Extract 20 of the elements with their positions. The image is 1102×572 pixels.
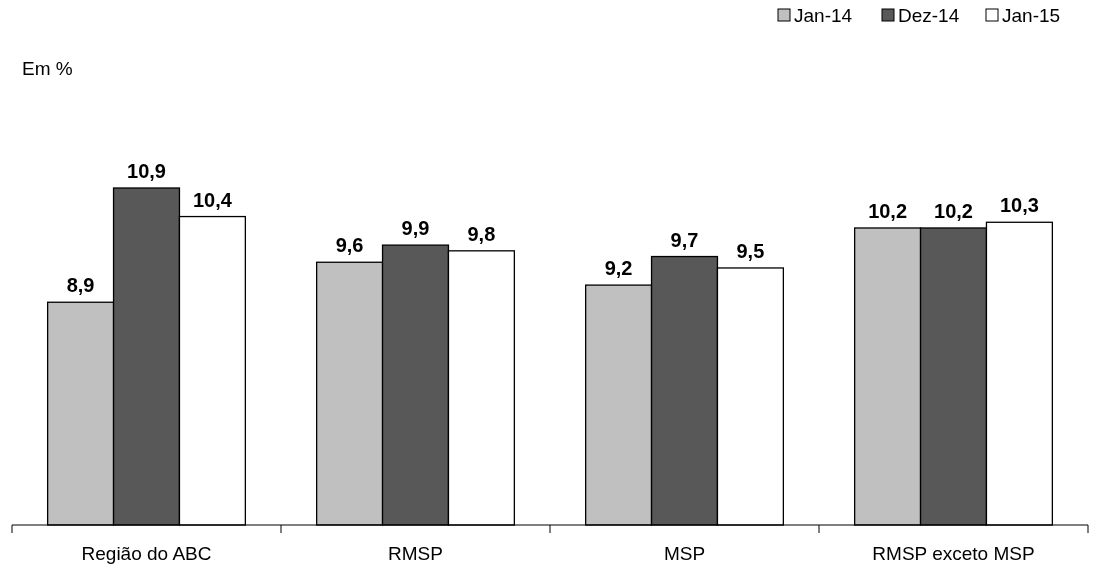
x-tick-label: MSP (663, 543, 706, 564)
data-label: 8,9 (66, 274, 95, 297)
text: Em % (22, 58, 73, 79)
data-label: 9,5 (736, 239, 765, 262)
x-tick-label: RMSP (388, 543, 443, 564)
data-label: 9,6 (335, 234, 364, 257)
x-tick-label: Região do ABC (81, 543, 212, 564)
data-label: 9,2 (604, 257, 633, 280)
data-label: 9,9 (401, 217, 430, 240)
data-label: 10,4 (192, 188, 233, 211)
data-label: 9,7 (670, 228, 699, 251)
data-label: 10,9 (127, 160, 166, 182)
data-label: 10,2 (868, 199, 908, 222)
data-label: 10,2 (934, 199, 973, 222)
x-tick-label: RMSP exceto MSP (872, 543, 1035, 564)
legend-label: Dez-14 (898, 5, 960, 26)
data-label: 9,8 (467, 222, 496, 245)
legend-label: Jan-15 (1002, 5, 1061, 26)
legend-label: Jan-14 (794, 5, 853, 26)
data-label: 10,3 (999, 194, 1039, 217)
